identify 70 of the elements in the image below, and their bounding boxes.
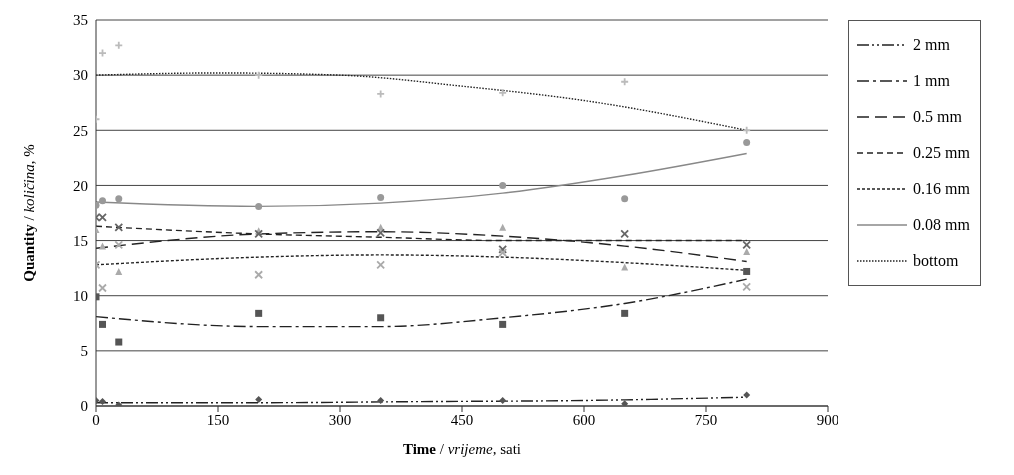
x-tick-label: 0 <box>92 411 100 428</box>
point <box>376 89 386 99</box>
point <box>742 282 752 292</box>
point <box>99 197 107 205</box>
point <box>621 195 629 203</box>
point <box>114 40 124 50</box>
point <box>499 223 507 231</box>
x-tick-label: 900 <box>816 411 840 428</box>
point <box>498 244 508 254</box>
point <box>115 195 123 203</box>
point <box>620 229 630 239</box>
y-tick-label: 35 <box>73 12 88 29</box>
y-tick-label: 20 <box>73 177 88 194</box>
legend-label: bottom <box>913 252 959 270</box>
y-tick-label: 5 <box>80 343 88 360</box>
point <box>620 77 630 87</box>
point <box>377 314 385 322</box>
x-tick-label: 300 <box>328 411 352 428</box>
y-tick-label: 0 <box>80 398 88 415</box>
point <box>255 395 263 403</box>
y-tick-label: 30 <box>73 67 88 84</box>
point <box>99 242 107 250</box>
point <box>743 248 751 256</box>
y-tick-label: 15 <box>73 232 88 249</box>
point <box>115 338 123 346</box>
point <box>114 222 124 232</box>
point <box>376 260 386 270</box>
x-tick-label: 600 <box>572 411 596 428</box>
point <box>499 320 507 328</box>
point <box>254 270 264 280</box>
point <box>377 194 385 202</box>
point <box>621 309 629 317</box>
legend-label: 0.25 mm <box>913 144 970 162</box>
x-tick-label: 150 <box>206 411 230 428</box>
point <box>254 229 264 239</box>
point <box>255 309 263 317</box>
point <box>499 181 507 189</box>
point <box>498 248 508 258</box>
point <box>114 240 124 250</box>
legend-label: 0.5 mm <box>913 108 962 126</box>
point <box>498 88 508 98</box>
point <box>621 400 629 406</box>
point <box>376 228 386 238</box>
point <box>377 396 385 404</box>
point <box>743 391 751 399</box>
legend-label: 1 mm <box>913 72 950 90</box>
line-series <box>96 152 748 208</box>
point <box>743 138 751 146</box>
legend-label: 0.08 mm <box>913 216 970 234</box>
y-axis-title: Quantity / količina, % <box>21 144 37 282</box>
point <box>743 267 751 275</box>
legend-label: 2 mm <box>913 36 950 54</box>
point <box>254 70 264 80</box>
point <box>255 202 263 210</box>
point <box>742 125 752 135</box>
y-tick-label: 10 <box>73 288 88 305</box>
y-tick-label: 25 <box>73 122 88 139</box>
x-axis-title: Time / vrijeme, sati <box>402 441 522 457</box>
point <box>621 263 629 271</box>
line-series <box>96 278 748 328</box>
point <box>99 320 107 328</box>
legend-label: 0.16 mm <box>913 180 970 198</box>
x-tick-label: 450 <box>450 411 474 428</box>
point <box>98 213 107 222</box>
point <box>115 267 123 275</box>
point <box>99 398 107 406</box>
point <box>499 396 507 404</box>
point <box>98 283 107 293</box>
x-tick-label: 750 <box>694 411 718 428</box>
point <box>742 240 752 250</box>
